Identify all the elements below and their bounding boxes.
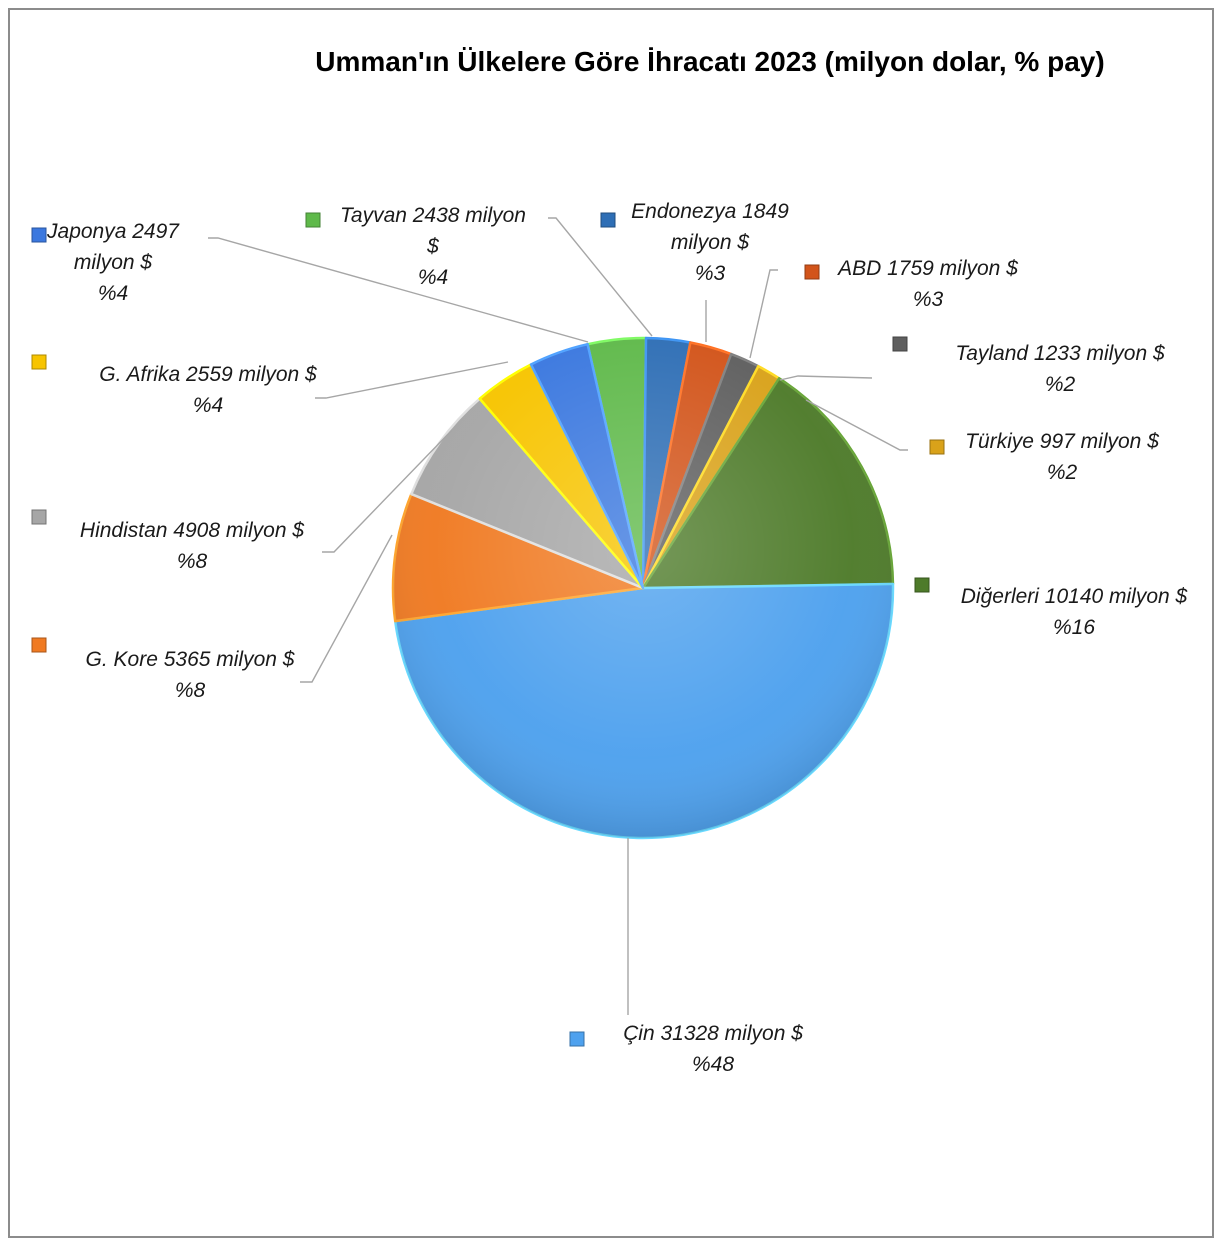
label-marker-diğerleri: [914, 577, 930, 593]
data-label-line: %4: [193, 394, 223, 417]
data-label-g-afrika: G. Afrika 2559 milyon $ %4: [99, 363, 317, 417]
data-label-line: ABD 1759 milyon $: [836, 257, 1018, 280]
chart-title: Umman'ın Ülkelere Göre İhracatı 2023 (mi…: [315, 46, 1105, 77]
data-label-line: G. Afrika 2559 milyon $: [99, 363, 317, 386]
data-label-diğerleri: Diğerleri 10140 milyon $ %16: [961, 585, 1188, 639]
label-marker-tayvan: [305, 212, 321, 228]
data-label-abd: ABD 1759 milyon $ %3: [836, 257, 1018, 311]
leader-line-hindistan: [322, 429, 453, 553]
data-label-line: Tayland 1233 milyon $: [955, 342, 1165, 365]
label-marker-çin: [569, 1031, 585, 1047]
label-marker-g-afrika: [31, 354, 47, 370]
data-label-line: %4: [418, 266, 448, 289]
data-label-line: %16: [1053, 616, 1095, 639]
label-marker-tayland: [892, 336, 908, 352]
data-label-tayland: Tayland 1233 milyon $ %2: [955, 342, 1165, 396]
data-label-g-kore: G. Kore 5365 milyon $ %8: [86, 648, 295, 702]
leader-lines: [208, 217, 908, 1015]
data-label-line: %8: [175, 679, 206, 702]
data-label-japonya: Japonya 2497 milyon $ %4: [46, 220, 180, 305]
data-label-line: Tayvan 2438 milyon: [340, 204, 526, 227]
data-label-tayvan: Tayvan 2438 milyon $ %4: [340, 204, 526, 289]
data-label-line: Endonezya 1849: [631, 200, 789, 223]
data-label-line: %8: [177, 550, 208, 573]
data-label-line: %4: [98, 282, 128, 305]
leader-line-g-afrika: [315, 361, 509, 399]
leader-line-tayvan: [548, 217, 653, 337]
leader-line-abd: [749, 269, 778, 359]
data-label-line: Hindistan 4908 milyon $: [80, 519, 304, 542]
label-marker-endonezya: [600, 212, 616, 228]
label-marker-türkiye: [929, 439, 945, 455]
leader-line-japonya: [208, 237, 589, 343]
data-label-line: %2: [1047, 461, 1078, 484]
data-label-hindistan: Hindistan 4908 milyon $ %8: [80, 519, 304, 573]
data-label-line: %3: [913, 288, 944, 311]
pie-slices: [391, 336, 895, 840]
data-label-line: %2: [1045, 373, 1076, 396]
data-label-line: Japonya 2497: [46, 220, 180, 243]
data-label-line: %48: [692, 1053, 734, 1076]
label-marker-hindistan: [31, 509, 47, 525]
leader-line-tayland: [779, 375, 873, 381]
data-label-çin: Çin 31328 milyon $ %48: [623, 1022, 803, 1076]
label-marker-g-kore: [31, 637, 47, 653]
label-marker-abd: [804, 264, 820, 280]
data-label-türkiye: Türkiye 997 milyon $ %2: [965, 430, 1159, 484]
data-label-line: milyon $: [671, 231, 750, 254]
data-label-line: Çin 31328 milyon $: [623, 1022, 803, 1045]
data-label-line: %3: [695, 262, 726, 285]
leader-line-g-kore: [300, 534, 393, 683]
label-marker-japonya: [31, 227, 47, 243]
data-label-line: $: [426, 235, 439, 258]
leader-line-türkiye: [805, 399, 908, 451]
data-label-line: milyon $: [74, 251, 153, 274]
data-labels: Tayvan 2438 milyon $ %4 Endonezya 1849 milyo…: [31, 200, 1188, 1076]
data-label-line: Diğerleri 10140 milyon $: [961, 585, 1188, 608]
pie-slice-çin: [393, 582, 895, 840]
data-label-line: Türkiye 997 milyon $: [965, 430, 1159, 453]
data-label-endonezya: Endonezya 1849 milyon $ %3: [631, 200, 789, 285]
data-label-line: G. Kore 5365 milyon $: [86, 648, 295, 671]
